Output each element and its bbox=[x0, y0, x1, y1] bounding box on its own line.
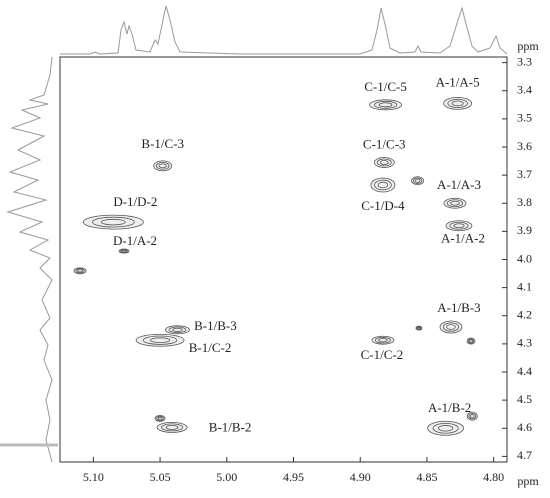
contour-ring bbox=[469, 414, 475, 419]
peak-label: C-1/C-2 bbox=[361, 347, 404, 362]
contour-ring bbox=[374, 179, 392, 191]
contour-ring bbox=[417, 326, 421, 330]
contour-ring bbox=[416, 326, 422, 330]
contour-ring bbox=[453, 223, 465, 229]
peak-label: A-1/B-3 bbox=[437, 300, 480, 315]
contour-ring bbox=[467, 338, 475, 344]
x-tick-label: 4.95 bbox=[283, 470, 304, 484]
contour-ring bbox=[120, 249, 128, 253]
contour-ring bbox=[156, 415, 164, 421]
contour-ring bbox=[379, 160, 389, 165]
contour-ring bbox=[168, 326, 187, 334]
contour-ring bbox=[158, 163, 167, 169]
peak-label: C-1/D-4 bbox=[361, 198, 405, 213]
left-projection bbox=[6, 56, 53, 463]
contour-ring bbox=[378, 102, 393, 108]
contour-ring bbox=[378, 338, 388, 343]
x-axis-label: ppm bbox=[517, 474, 539, 488]
y-tick-label: 3.3 bbox=[517, 54, 532, 68]
y-tick-label: 4.1 bbox=[517, 279, 532, 293]
peak-label: C-1/C-3 bbox=[363, 136, 406, 151]
y-tick-label: 3.7 bbox=[517, 167, 532, 181]
x-tick-label: 5.10 bbox=[83, 470, 104, 484]
y-tick-label: 4.3 bbox=[517, 336, 532, 350]
y-tick-label: 4.6 bbox=[517, 420, 532, 434]
contour-ring bbox=[142, 335, 178, 345]
peak-label: B-1/B-3 bbox=[194, 318, 237, 333]
contour-ring bbox=[432, 422, 459, 434]
contour-ring bbox=[442, 322, 460, 332]
x-tick-label: 4.90 bbox=[350, 470, 371, 484]
top-projection bbox=[60, 5, 508, 55]
peak-label: B-1/C-2 bbox=[189, 340, 232, 355]
contour-ring bbox=[446, 324, 456, 330]
y-tick-label: 4.4 bbox=[517, 364, 532, 378]
peak-label: C-1/C-5 bbox=[364, 79, 407, 94]
contour-ring bbox=[450, 200, 460, 206]
contour-ring bbox=[412, 177, 423, 184]
peak-label: B-1/B-2 bbox=[209, 419, 252, 434]
contour-ring bbox=[77, 269, 83, 273]
contour-ring bbox=[468, 412, 477, 420]
contour-ring bbox=[165, 425, 179, 430]
y-tick-label: 4.2 bbox=[517, 308, 532, 322]
contour-ring bbox=[161, 423, 183, 432]
peak-label: D-1/D-2 bbox=[113, 194, 157, 209]
contour-ring bbox=[121, 249, 127, 253]
x-tick-label: 4.85 bbox=[416, 470, 437, 484]
contour-ring bbox=[91, 216, 135, 228]
contour-ring bbox=[449, 221, 469, 230]
peak-label: B-1/C-3 bbox=[141, 136, 184, 151]
y-tick-label: 3.5 bbox=[517, 111, 532, 125]
contour-ring bbox=[451, 100, 464, 107]
y-tick-label: 4.7 bbox=[517, 448, 532, 462]
contour-ring bbox=[446, 199, 464, 208]
contour-ring bbox=[447, 98, 468, 109]
contour-ring bbox=[374, 337, 392, 344]
contour-ring bbox=[100, 218, 126, 226]
y-axis-label: ppm bbox=[517, 39, 539, 53]
contour-ring bbox=[157, 416, 163, 421]
contour-ring bbox=[438, 425, 454, 432]
x-tick-label: 5.05 bbox=[150, 470, 171, 484]
y-tick-label: 3.8 bbox=[517, 195, 532, 209]
contour-ring bbox=[414, 178, 421, 183]
peak-label: D-1/A-2 bbox=[113, 233, 157, 248]
contour-ring bbox=[373, 100, 398, 109]
peak-label: A-1/A-5 bbox=[436, 74, 480, 89]
contour-ring bbox=[376, 158, 392, 167]
y-tick-label: 3.6 bbox=[517, 139, 532, 153]
contour-ring bbox=[150, 337, 171, 344]
peak-label: A-1/A-2 bbox=[441, 231, 485, 246]
contour-ring bbox=[156, 161, 170, 170]
contour-ring bbox=[75, 268, 85, 274]
peak-label: A-1/B-2 bbox=[428, 400, 471, 415]
y-tick-label: 3.9 bbox=[517, 223, 532, 237]
peak-label: A-1/A-3 bbox=[437, 177, 481, 192]
y-tick-label: 4.5 bbox=[517, 392, 532, 406]
contour-ring bbox=[468, 339, 473, 343]
contour-ring bbox=[377, 181, 389, 189]
y-tick-label: 3.4 bbox=[517, 83, 532, 97]
x-tick-label: 5.00 bbox=[216, 470, 237, 484]
y-tick-label: 4.0 bbox=[517, 251, 532, 265]
x-tick-label: 4.80 bbox=[483, 470, 504, 484]
contour-ring bbox=[172, 327, 183, 332]
